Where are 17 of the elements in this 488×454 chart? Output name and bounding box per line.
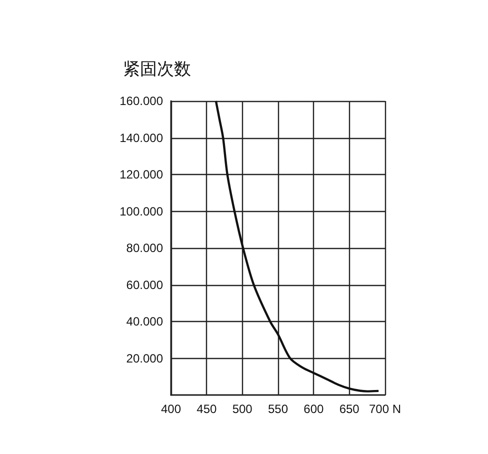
x-tick-label: 600 — [304, 402, 324, 416]
x-tick-label: 400 — [160, 402, 182, 416]
x-tick-label: 700 N — [368, 402, 402, 416]
chart-title: 紧固次数 — [123, 60, 191, 80]
y-tick-label: 120.000 — [120, 168, 164, 182]
y-tick-label: 40.000 — [126, 314, 164, 328]
y-tick-label: 140.000 — [120, 130, 164, 145]
x-tick-label: 550 — [268, 402, 288, 416]
x-tick-label: 650 — [339, 402, 360, 416]
y-tick-label: 80.000 — [126, 241, 164, 255]
x-tick-label: 450 — [196, 402, 217, 416]
y-tick-label: 60.000 — [126, 278, 164, 292]
y-tick-label: 20.000 — [126, 351, 164, 366]
x-tick-label: 500 — [232, 402, 253, 416]
y-tick-label: 100.000 — [120, 204, 164, 218]
y-tick-label: 160.000 — [120, 94, 164, 108]
line-series — [214, 100, 380, 392]
